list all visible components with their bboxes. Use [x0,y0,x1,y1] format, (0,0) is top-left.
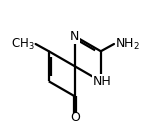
Text: NH$_2$: NH$_2$ [115,36,140,52]
Text: N: N [70,30,80,43]
Text: O: O [70,111,80,124]
Text: CH$_3$: CH$_3$ [11,36,34,52]
Text: NH: NH [93,75,112,88]
